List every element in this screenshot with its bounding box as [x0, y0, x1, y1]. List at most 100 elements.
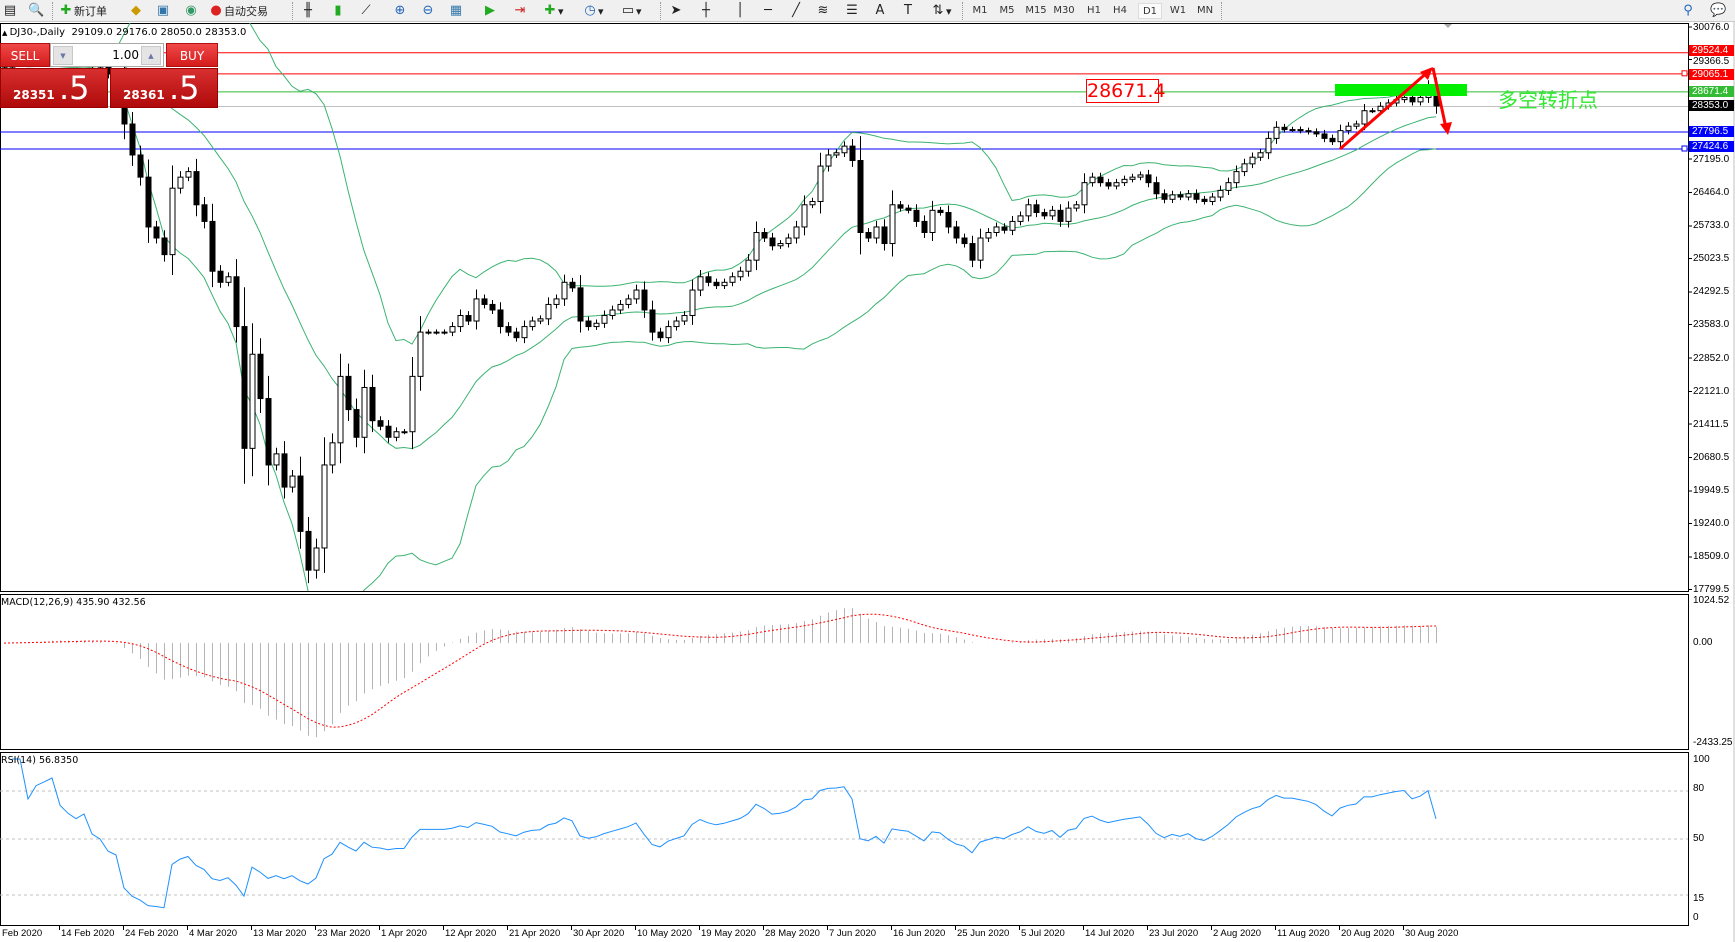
text-label-icon[interactable]: T: [904, 3, 912, 18]
candle: [1081, 173, 1088, 214]
annotations[interactable]: [1335, 67, 1467, 151]
volume-down-icon[interactable]: ▼: [53, 46, 73, 65]
candle-body: [1041, 212, 1048, 217]
main-pane-border: [0, 23, 1689, 592]
horizontal-line-icon[interactable]: ─: [764, 3, 772, 18]
candle: [137, 145, 144, 186]
periods-icon[interactable]: ◷ ▾: [584, 3, 604, 18]
channel-icon[interactable]: ☰: [846, 3, 858, 18]
market-watch-icon[interactable]: ▤: [3, 3, 17, 18]
volume-value[interactable]: 1.00: [112, 48, 139, 62]
sell-button[interactable]: SELL: [0, 43, 50, 67]
candle-body: [505, 326, 512, 333]
metaeditor-icon[interactable]: ◆: [131, 3, 141, 18]
candle: [1337, 124, 1344, 148]
timeframe-mn[interactable]: MN: [1196, 5, 1214, 16]
candle: [1001, 223, 1008, 234]
candle: [897, 201, 904, 212]
autoscroll-icon[interactable]: ▶: [485, 3, 495, 18]
candle-body: [761, 232, 768, 239]
candle: [953, 220, 960, 244]
candle-body: [561, 281, 568, 300]
candle: [257, 338, 264, 413]
timeframe-d1[interactable]: D1: [1138, 3, 1162, 19]
candle: [1113, 178, 1120, 190]
chat-icon[interactable]: 💬: [1710, 3, 1727, 18]
zoom-out-icon[interactable]: ⊖: [422, 3, 434, 18]
timeframe-m30[interactable]: M30: [1053, 5, 1075, 16]
candle-body: [1401, 96, 1408, 101]
candle: [225, 272, 232, 287]
volume-up-icon[interactable]: ▲: [141, 46, 161, 65]
data-window-icon[interactable]: ▣: [156, 3, 170, 18]
fibonacci-icon[interactable]: ≋: [817, 3, 829, 18]
candle-body: [337, 375, 344, 444]
crosshair-icon[interactable]: ┼: [702, 3, 710, 18]
candle: [1049, 205, 1056, 220]
hline-handle-icon: [1681, 70, 1688, 77]
bar-chart-icon[interactable]: ╫: [304, 3, 312, 18]
buy-button[interactable]: BUY: [166, 43, 218, 67]
price-text-label[interactable]: 28671.4: [1086, 79, 1166, 103]
candle-body: [753, 232, 760, 261]
line-chart-icon[interactable]: ⟋: [361, 3, 371, 18]
candle: [1217, 185, 1224, 202]
candlestick-icon[interactable]: ▮: [334, 3, 342, 18]
sell-price-box[interactable]: 28351 .5: [0, 68, 108, 108]
candle-body: [369, 386, 376, 422]
candle: [713, 278, 720, 289]
timeframe-m5[interactable]: M5: [999, 5, 1015, 16]
candle: [1025, 198, 1032, 222]
candle-body: [1161, 193, 1168, 200]
tile-windows-icon[interactable]: ▦: [449, 3, 463, 18]
candle-body: [737, 270, 744, 278]
down-arrow-head-icon: [1440, 122, 1452, 135]
arrows-icon[interactable]: ⇅ ▾: [932, 3, 952, 18]
price-tag: 27424.6: [1689, 140, 1734, 152]
timeframe-h4[interactable]: H4: [1113, 5, 1127, 16]
zoom-in-icon[interactable]: ⊕: [394, 3, 406, 18]
buy-price-box[interactable]: 28361 .5: [110, 68, 218, 108]
candle: [481, 294, 488, 309]
timeframe-h1[interactable]: H1: [1087, 5, 1101, 16]
rsi-label: RSI(14) 56.8350: [1, 755, 79, 766]
time-label: 21 Apr 2020: [509, 928, 561, 939]
text-icon[interactable]: A: [875, 3, 885, 18]
new-order-button[interactable]: ✚ 新订单: [58, 2, 107, 20]
candle: [353, 398, 360, 448]
search-icon[interactable]: ⚲: [1683, 3, 1693, 18]
horizontal-lines[interactable]: [0, 52, 1688, 152]
price-tick: 30076.0: [1693, 21, 1730, 33]
price-tick: 25733.0: [1693, 220, 1730, 232]
price-tick: 27195.0: [1693, 154, 1730, 165]
candle: [161, 230, 168, 262]
candle: [673, 316, 680, 331]
candle: [873, 220, 880, 244]
timeframe-w1[interactable]: W1: [1169, 5, 1187, 16]
timeframe-m15[interactable]: M15: [1025, 5, 1047, 16]
volume-field[interactable]: ▼ 1.00 ▲: [50, 43, 164, 67]
candle-body: [377, 420, 384, 427]
templates-icon[interactable]: ▭ ▾: [621, 3, 642, 18]
chart-shift-icon[interactable]: ⇥: [514, 3, 526, 18]
candle: [1329, 134, 1336, 146]
candle-body: [457, 315, 464, 328]
candle: [169, 165, 176, 276]
auto-trading-button[interactable]: ● 自动交易: [208, 2, 268, 20]
indicators-icon[interactable]: ✚ ▾: [544, 3, 564, 18]
price-tick: 21411.5: [1693, 418, 1729, 430]
signals-icon[interactable]: ◉: [185, 3, 197, 18]
navigator-icon[interactable]: 🔍: [28, 3, 45, 18]
turning-point-text[interactable]: 多空转折点: [1498, 88, 1598, 112]
vertical-line-icon[interactable]: │: [736, 3, 744, 18]
trendline-icon[interactable]: ╱: [792, 3, 800, 18]
collapse-triangle-icon[interactable]: ▲: [2, 29, 10, 37]
candle-body: [1353, 123, 1360, 127]
candle-body: [201, 204, 208, 222]
candle: [1177, 191, 1184, 201]
candle: [785, 233, 792, 248]
timeframe-m1[interactable]: M1: [972, 5, 988, 16]
cursor-icon[interactable]: ➤: [670, 3, 682, 18]
candle-body: [449, 326, 456, 333]
